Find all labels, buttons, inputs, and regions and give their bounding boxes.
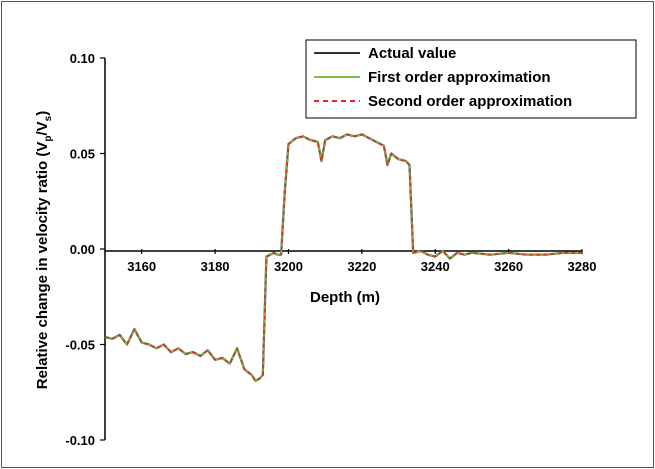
legend-label-actual: Actual value <box>368 45 456 62</box>
x-axis-title: Depth (m) <box>310 289 380 306</box>
y-tick-label: 0.00 <box>70 242 95 257</box>
x-tick-label: 3160 <box>127 259 156 274</box>
y-tick-label: 0.10 <box>70 51 95 66</box>
x-tick-label: 3280 <box>568 259 597 274</box>
x-axis-ticks: 3160 3180 3200 3220 3240 3260 3280 <box>127 249 596 274</box>
legend: Actual value First order approximation S… <box>305 39 637 119</box>
y-axis-title: Relative change in velocity ratio (Vp/Vs… <box>34 111 54 389</box>
x-tick-label: 3240 <box>421 259 450 274</box>
legend-label-first-order: First order approximation <box>368 69 551 86</box>
y-axis-title-part1: Relative change in velocity ratio (V <box>34 142 51 390</box>
x-tick-label: 3200 <box>274 259 303 274</box>
y-axis-title-sub-s: s <box>43 115 54 121</box>
y-axis-title-part3: ) <box>34 111 51 116</box>
y-axis-title-sub-p: p <box>43 136 54 142</box>
series-second-order <box>104 133 582 382</box>
x-tick-label: 3260 <box>494 259 523 274</box>
y-tick-label: 0.05 <box>70 147 95 162</box>
series-layer <box>104 133 582 382</box>
y-axis-ticks: -0.10 -0.05 0.00 0.05 0.10 <box>65 51 105 448</box>
x-tick-label: 3180 <box>201 259 230 274</box>
y-axis-title-part2: /V <box>34 121 51 135</box>
legend-label-second-order: Second order approximation <box>368 93 572 110</box>
x-tick-label: 3220 <box>347 259 376 274</box>
y-tick-label: -0.10 <box>65 433 95 448</box>
y-tick-label: -0.05 <box>65 338 95 353</box>
legend-box <box>305 39 637 119</box>
